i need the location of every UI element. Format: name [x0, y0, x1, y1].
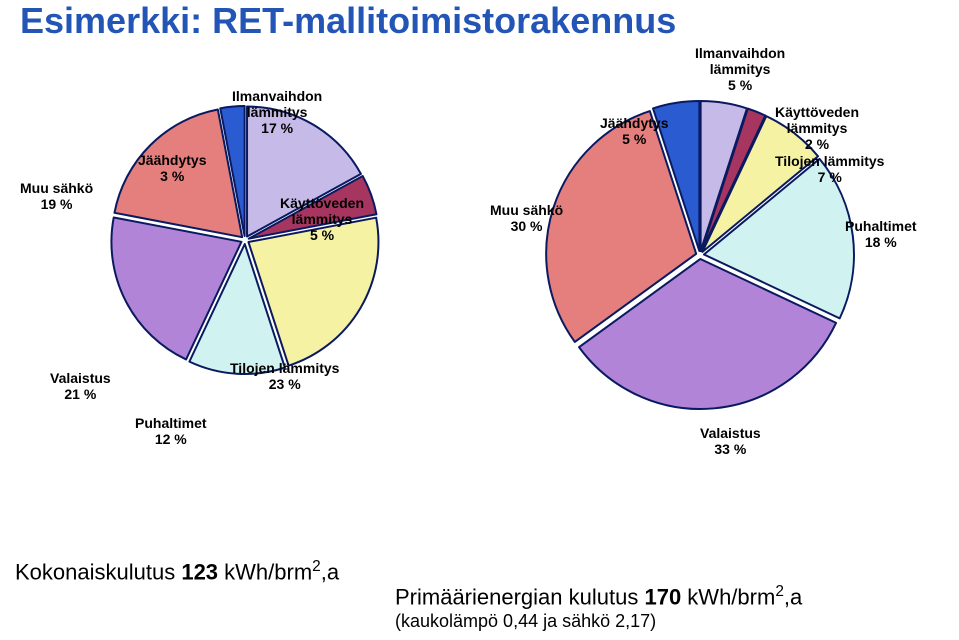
footer1-bold: 123: [181, 559, 218, 584]
footer-primary-energy: Primäärienergian kulutus 170 kWh/brm2,a: [395, 583, 802, 610]
pie-chart-right: [0, 0, 959, 640]
footer1-pre: Kokonaiskulutus: [15, 559, 181, 584]
footer2-post: kWh/brm: [681, 584, 775, 609]
pie-slice-label: Ilmanvaihdonlämmitys17 %: [232, 88, 322, 136]
pie-slice-label: Valaistus21 %: [50, 370, 111, 402]
pie-slice-label: Ilmanvaihdonlämmitys5 %: [695, 45, 785, 93]
pie-slice-label: Jäähdytys3 %: [138, 152, 206, 184]
footer1-tail: ,a: [321, 559, 339, 584]
footer2-pre: Primäärienergian kulutus: [395, 584, 644, 609]
footer-total-consumption: Kokonaiskulutus 123 kWh/brm2,a: [15, 558, 339, 585]
pie-slice-label: Puhaltimet12 %: [135, 415, 207, 447]
footer2-tail: ,a: [784, 584, 802, 609]
pie-slice-label: Valaistus33 %: [700, 425, 761, 457]
pie-slice-label: Käyttövedenlämmitys2 %: [775, 104, 859, 152]
pie-slice-label: Tilojen lämmitys23 %: [230, 360, 339, 392]
footer2-bold: 170: [644, 584, 681, 609]
footer1-post: kWh/brm: [218, 559, 312, 584]
pie-slice-label: Muu sähkö30 %: [490, 202, 563, 234]
pie-slice-label: Jäähdytys5 %: [600, 115, 668, 147]
pie-slice-label: Puhaltimet18 %: [845, 218, 917, 250]
pie-slice-label: Muu sähkö19 %: [20, 180, 93, 212]
pie-slice-label: Tilojen lämmitys7 %: [775, 153, 884, 185]
footer-note: (kaukolämpö 0,44 ja sähkö 2,17): [395, 611, 656, 632]
pie-slice-label: Käyttövedenlämmitys5 %: [280, 195, 364, 243]
